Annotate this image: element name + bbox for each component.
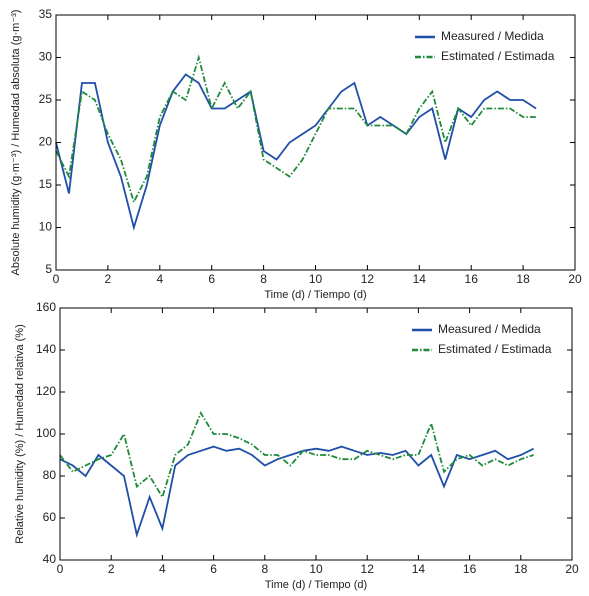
x-tick-label: 0: [53, 272, 60, 286]
y-tick-label: 25: [39, 92, 53, 106]
y-tick-label: 5: [45, 262, 52, 276]
y-tick-label: 30: [39, 50, 53, 64]
series-line: [59, 411, 534, 500]
x-tick-label: 8: [261, 562, 268, 576]
y-tick-label: 35: [39, 7, 53, 21]
x-axis-label: Time (d) / Tiempo (d): [265, 579, 367, 591]
x-tick-label: 6: [210, 562, 217, 576]
x-tick-label: 10: [309, 562, 323, 576]
x-tick-label: 16: [465, 272, 479, 286]
y-axis-label: Absolute humidity (g·m⁻³) / Humedad abso…: [10, 10, 22, 276]
y-tick-label: 80: [43, 468, 57, 482]
y-tick-label: 140: [36, 342, 56, 356]
x-tick-label: 12: [361, 272, 375, 286]
y-tick-label: 100: [36, 426, 56, 440]
legend-label: Measured / Medida: [438, 322, 541, 336]
x-tick-label: 20: [568, 272, 582, 286]
y-tick-label: 10: [39, 220, 53, 234]
x-tick-label: 2: [105, 272, 112, 286]
x-tick-label: 16: [463, 562, 477, 576]
x-tick-label: 12: [361, 562, 375, 576]
y-tick-label: 60: [43, 510, 57, 524]
x-tick-label: 14: [413, 272, 427, 286]
series-line: [55, 54, 537, 205]
series-line: [55, 73, 537, 231]
y-tick-label: 15: [39, 177, 53, 191]
y-axis-label: Relative humidity (%) / Humedad relativa…: [14, 324, 26, 543]
x-tick-label: 2: [108, 562, 115, 576]
x-tick-label: 10: [309, 272, 323, 286]
x-tick-label: 18: [516, 272, 530, 286]
x-axis-label: Time (d) / Tiempo (d): [264, 289, 366, 301]
x-tick-label: 4: [159, 562, 166, 576]
x-tick-label: 20: [565, 562, 579, 576]
legend-label: Estimated / Estimada: [438, 342, 552, 356]
x-tick-label: 0: [57, 562, 64, 576]
plot-frame: [59, 307, 573, 561]
plot-frame: [55, 14, 576, 271]
y-tick-label: 20: [39, 135, 53, 149]
y-tick-label: 160: [36, 300, 56, 314]
series-line: [59, 445, 534, 539]
legend-label: Estimated / Estimada: [441, 49, 555, 63]
x-tick-label: 4: [156, 272, 163, 286]
x-tick-label: 6: [208, 272, 215, 286]
legend-label: Measured / Medida: [441, 29, 544, 43]
x-tick-label: 18: [514, 562, 528, 576]
x-tick-label: 8: [260, 272, 267, 286]
x-tick-label: 14: [412, 562, 426, 576]
y-tick-label: 40: [43, 552, 57, 566]
y-tick-label: 120: [36, 384, 56, 398]
